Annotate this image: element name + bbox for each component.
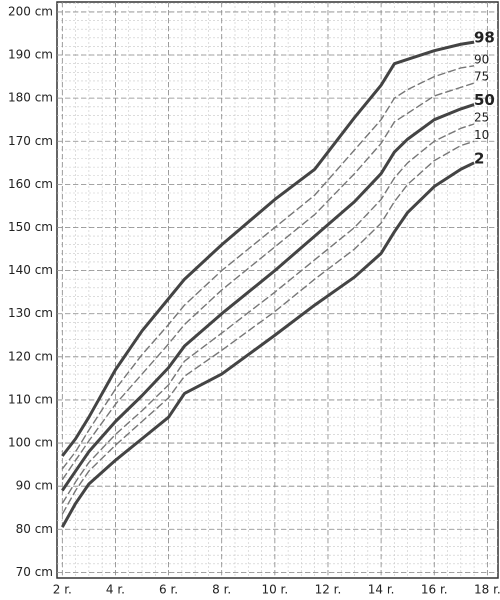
percentile-line bbox=[61, 40, 475, 457]
y-tick-label: 180 cm bbox=[8, 91, 53, 105]
y-tick-box bbox=[0, 435, 55, 452]
x-tick-label: 12 r. bbox=[315, 583, 342, 597]
series-label: 10 bbox=[474, 128, 489, 142]
y-tick-label: 70 cm bbox=[16, 565, 53, 579]
x-tick-label: 2 r. bbox=[53, 583, 72, 597]
y-tick-box bbox=[0, 564, 55, 581]
y-tick-label: 120 cm bbox=[8, 349, 53, 363]
percentile-line bbox=[61, 123, 475, 504]
series-label: 90 bbox=[474, 52, 489, 66]
y-tick-box bbox=[0, 348, 55, 365]
y-tick-box bbox=[0, 262, 55, 279]
y-tick-box bbox=[0, 219, 55, 236]
y-tick-box bbox=[0, 47, 55, 64]
y-tick-box bbox=[0, 478, 55, 495]
series-label: 25 bbox=[474, 111, 489, 125]
y-tick-label: 150 cm bbox=[8, 220, 53, 234]
x-tick-label: 14 r. bbox=[368, 583, 395, 597]
y-tick-label: 90 cm bbox=[16, 479, 53, 493]
series-label: 2 bbox=[474, 149, 484, 167]
y-tick-box bbox=[0, 176, 55, 193]
y-tick-label: 200 cm bbox=[8, 4, 53, 18]
y-tick-label: 130 cm bbox=[8, 306, 53, 320]
y-tick-box bbox=[0, 90, 55, 107]
y-tick-box bbox=[0, 3, 55, 20]
percentile-line bbox=[61, 103, 475, 492]
y-tick-label: 100 cm bbox=[8, 436, 53, 450]
y-tick-label: 160 cm bbox=[8, 177, 53, 191]
y-tick-label: 140 cm bbox=[8, 263, 53, 277]
x-tick-label: 6 r. bbox=[159, 583, 178, 597]
percentile-line bbox=[61, 82, 475, 481]
percentile-line bbox=[61, 161, 475, 528]
x-tick-label: 10 r. bbox=[261, 583, 288, 597]
series-label: 75 bbox=[474, 70, 489, 84]
y-tick-label: 170 cm bbox=[8, 134, 53, 148]
y-tick-label: 110 cm bbox=[8, 392, 53, 406]
y-tick-box bbox=[0, 521, 55, 538]
y-tick-box bbox=[0, 133, 55, 150]
series-label: 50 bbox=[474, 91, 495, 109]
x-tick-label: 16 r. bbox=[421, 583, 448, 597]
y-tick-label: 80 cm bbox=[16, 522, 53, 536]
y-tick-label: 190 cm bbox=[8, 48, 53, 62]
x-tick-label: 8 r. bbox=[212, 583, 231, 597]
percentile-line bbox=[61, 65, 475, 470]
x-tick-label: 18 r. bbox=[474, 583, 500, 597]
plot-area bbox=[56, 1, 499, 579]
x-tick-label: 4 r. bbox=[106, 583, 125, 597]
series-label: 98 bbox=[474, 29, 495, 47]
y-tick-box bbox=[0, 305, 55, 322]
y-tick-box bbox=[0, 391, 55, 408]
